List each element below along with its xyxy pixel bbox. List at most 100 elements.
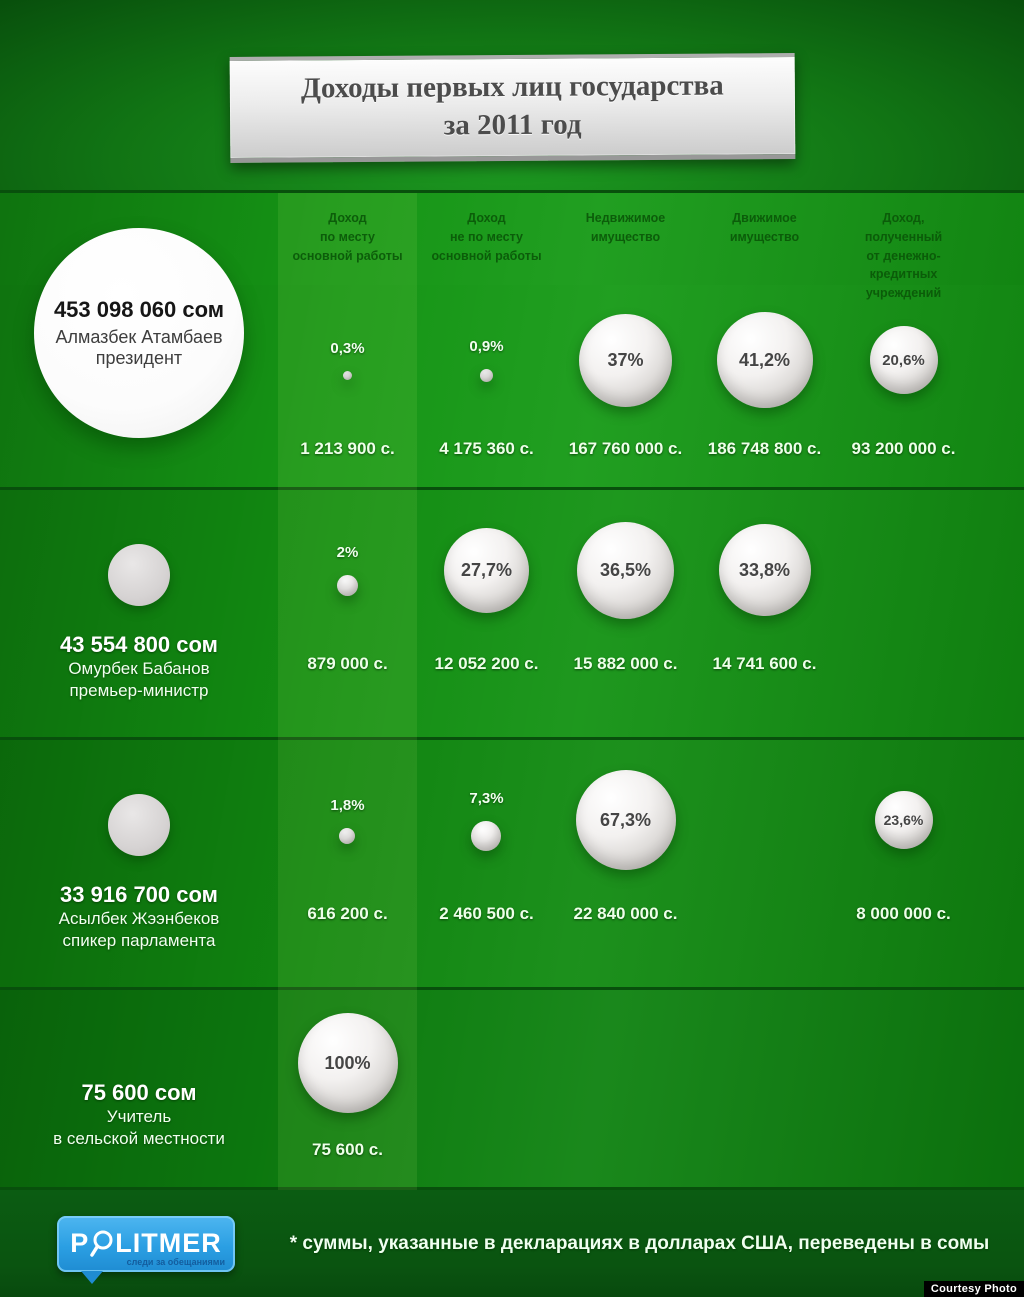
president-circle: 453 098 060 сом Алмазбек Атамбаев презид… [34,228,244,438]
logo-letter: P [70,1228,90,1258]
title-banner: Доходы первых лиц государства за 2011 го… [229,53,795,164]
sum-label: 12 052 200 с. [434,654,539,673]
value-bubble: 67,3% [575,770,676,870]
logo-text: P LITMER [70,1230,222,1258]
value-bubble: 37% [579,313,672,407]
value-bubble [479,369,493,382]
percent-label: 0,3% [330,340,365,357]
cell: 2% 879 000 с. [278,490,417,674]
row-name: Омурбек Бабанов [68,659,210,678]
cell: 1,8% 616 200 с. [278,740,417,924]
separator [0,190,1024,193]
page-title-line2: за 2011 год [443,108,582,142]
cell: 23,6% 8 000 000 с. [834,740,973,924]
sum-label: 879 000 с. [307,654,388,673]
percent-label: 2% [336,544,359,561]
separator [0,487,1024,490]
percent-label: 67,3% [599,809,652,830]
row-total: 33 916 700 сом [60,882,218,907]
percent-label: 20,6% [882,351,925,369]
sum-label: 75 600 с. [312,1140,383,1159]
percent-label: 37% [607,349,644,370]
row-position: в сельской местности [53,1129,225,1149]
logo-letters: LITMER [115,1228,222,1258]
row-teacher: 75 600 сом Учитель в сельской местности … [0,990,1024,1187]
percent-label: 33,8% [738,559,791,580]
row-name: Учитель [106,1107,172,1126]
sum-label: 186 748 800 с. [707,439,822,458]
percent-label: 100% [324,1052,371,1073]
cell: 100% 75 600 с. [278,990,417,1160]
percent-label: 41,2% [738,349,791,370]
value-bubble: 23,6% [874,791,933,849]
column-header-monetary: Доход, полученный от денежно-кредитных у… [864,211,943,300]
row-prime-minister: 43 554 800 сом Омурбек Бабанов премьер-м… [0,490,1024,737]
percent-label: 1,8% [330,796,365,814]
value-bubble: 41,2% [716,312,813,408]
row-name: Асылбек Жээнбеков [58,909,220,928]
row-total: 75 600 сом [81,1080,197,1105]
row-position: спикер парламента [62,931,216,951]
cell: 33,8% 14 741 600 с. [695,490,834,674]
percent-label: 27,7% [460,559,513,580]
separator [0,987,1024,990]
value-bubble: 33,8% [718,524,811,616]
value-bubble [471,820,502,851]
cell: 67,3% 22 840 000 с. [556,740,695,924]
footnote: * суммы, указанные в декларациях в долла… [289,1232,990,1254]
footer: P LITMER следи за обещаниями * суммы, ук… [0,1190,1024,1297]
person-label-speaker: 33 916 700 сом Асылбек Жээнбеков спикер … [0,740,278,952]
logo-tagline: следи за обещаниями [126,1256,225,1267]
cell: 7,3% 2 460 500 с. [417,740,556,924]
column-header-secondary-job: Доход не по месту основной работы [431,211,542,263]
person-circle [108,794,170,856]
sum-label: 93 200 000 с. [851,439,956,458]
separator [0,1187,1024,1190]
value-bubble: 100% [297,1013,398,1113]
value-bubble: 36,5% [577,521,674,619]
cell: 36,5% 15 882 000 с. [556,490,695,674]
separator [0,737,1024,740]
percent-label: 0,9% [469,338,504,355]
person-circle [108,544,170,606]
page-title: Доходы первых лиц государства за 2011 го… [237,67,787,146]
courtesy-photo-label: Courtesy Photo [923,1281,1024,1297]
row-name: Алмазбек Атамбаев [55,327,223,347]
row-speaker: 33 916 700 сом Асылбек Жээнбеков спикер … [0,740,1024,987]
politmer-logo: P LITMER следи за обещаниями [57,1215,235,1284]
sum-label: 1 213 900 с. [300,439,395,458]
page-title-line1: Доходы первых лиц государства [300,69,724,105]
percent-label: 36,5% [599,559,652,580]
percent-label: 23,6% [883,812,924,828]
header-zone: Доходы первых лиц государства за 2011 го… [0,0,1024,190]
sum-label: 8 000 000 с. [856,904,951,923]
cell: 41,2% 186 748 800 с. [695,285,834,459]
sum-label: 15 882 000 с. [573,654,678,673]
person-label-president: 453 098 060 сом Алмазбек Атамбаев презид… [0,228,278,438]
person-label-prime-minister: 43 554 800 сом Омурбек Бабанов премьер-м… [0,490,278,702]
column-header-real-estate: Недвижимое имущество [585,211,666,244]
sum-label: 616 200 с. [307,904,388,923]
cell: 27,7% 12 052 200 с. [417,490,556,674]
sum-label: 2 460 500 с. [439,904,534,923]
value-bubble: 20,6% [869,326,938,394]
column-header-main-job: Доход по месту основной работы [292,211,403,263]
income-table: Доход по месту основной работы Доход не … [0,193,1024,1190]
sum-label: 167 760 000 с. [568,439,683,458]
cell: 20,6% 93 200 000 с. [834,285,973,459]
value-bubble [337,575,358,596]
sum-label: 22 840 000 с. [573,904,678,923]
value-bubble [342,371,352,380]
column-header-movable-property: Движимое имущество [729,211,800,244]
row-total: 453 098 060 сом [53,297,225,322]
cell: 0,3% 1 213 900 с. [278,285,417,459]
percent-label: 7,3% [469,789,504,807]
value-bubble: 27,7% [444,527,529,613]
cell: 0,9% 4 175 360 с. [417,285,556,459]
sum-label: 4 175 360 с. [439,439,534,458]
value-bubble [339,827,356,844]
cell: 37% 167 760 000 с. [556,285,695,459]
row-position: премьер-министр [69,681,209,701]
row-president: 453 098 060 сом Алмазбек Атамбаев презид… [0,228,1024,487]
row-total: 43 554 800 сом [60,632,218,657]
